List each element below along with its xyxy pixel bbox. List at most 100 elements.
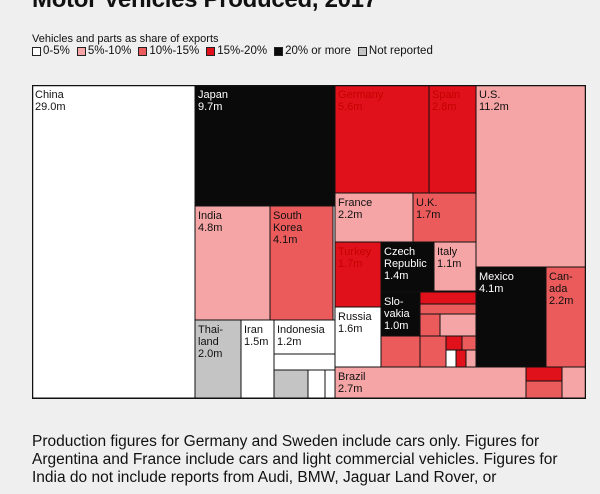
tile-value: 1.7m — [338, 258, 362, 270]
tile-label: Mexico — [479, 271, 514, 283]
tile-rect — [412, 192, 477, 243]
tile-value: 2.2m — [549, 295, 573, 307]
tile-rect — [269, 205, 334, 321]
tile-value: 1.4m — [384, 270, 408, 282]
legend-swatch — [32, 46, 41, 56]
tile-label: India — [198, 210, 223, 222]
tile-rect — [380, 241, 435, 293]
tile-label: vakia — [384, 308, 411, 320]
tile-rect — [475, 84, 587, 268]
tile-rect — [194, 319, 242, 399]
tile-label: land — [198, 336, 219, 348]
tile-value: 4.1m — [273, 234, 297, 246]
tile-label: France — [338, 197, 372, 209]
tile-rect — [31, 84, 196, 399]
tile-label: Iran — [244, 324, 263, 336]
tile-value: 2.0m — [198, 348, 222, 360]
tile-small — [419, 303, 477, 315]
tile-label: Thai- — [198, 324, 223, 336]
tile-small — [307, 369, 326, 399]
tile-value: 2.7m — [338, 383, 362, 395]
tile-value: 29.0m — [35, 101, 66, 113]
tile-rect — [334, 84, 430, 194]
tile-u-k-: U.K.1.7m — [412, 192, 477, 243]
tile-value: 4.1m — [479, 283, 503, 295]
tile-value: 11.2m — [479, 101, 509, 113]
legend-label: Not reported — [368, 45, 433, 57]
tile-value: 1.7m — [416, 209, 440, 221]
tile-small — [461, 335, 477, 351]
legend-swatch — [357, 46, 367, 56]
legend-label: 5%-10% — [87, 45, 132, 57]
tile-label: Turkey — [338, 246, 372, 258]
tile-label: Italy — [437, 246, 458, 258]
tile-rect — [334, 366, 527, 399]
tile-small — [465, 349, 477, 368]
tile-small — [419, 313, 441, 337]
tile-label: Brazil — [338, 371, 366, 383]
tile-label: Russia — [338, 311, 373, 323]
legend-item-15-20: 15%-20% — [206, 45, 267, 57]
tile-rect — [194, 84, 336, 207]
legend-label: 10%-15% — [149, 45, 200, 57]
tile-label: Czech — [384, 246, 415, 258]
legend-swatch — [138, 46, 148, 56]
tile-value: 1.1m — [437, 258, 461, 270]
tile-label: Spain — [432, 89, 460, 101]
tile-value: 2.2m — [338, 209, 362, 221]
tile-small — [419, 291, 477, 305]
legend-label: 0-5% — [43, 45, 70, 57]
tile-small — [380, 335, 421, 368]
tile-rect — [475, 266, 547, 368]
tile-label: South — [273, 210, 302, 222]
tile-small — [273, 369, 309, 399]
legend-swatch — [206, 46, 216, 56]
tile-label: U.K. — [416, 197, 437, 209]
tile-value: 1.2m — [277, 336, 301, 348]
tile-label: Germany — [338, 89, 384, 101]
legend-item-10-15: 10%-15% — [138, 45, 199, 57]
tile-value: 1.0m — [384, 320, 408, 332]
tile-label: Slo- — [384, 296, 404, 308]
tile-small — [525, 366, 563, 382]
tile-small — [445, 349, 457, 368]
tile-label: China — [35, 89, 65, 101]
treemap-border — [31, 84, 587, 400]
tile-rect — [380, 291, 421, 337]
tile-small — [419, 335, 447, 368]
legend-swatch — [274, 46, 284, 56]
legend-label: 15%-20% — [217, 45, 268, 57]
tile-rect — [240, 319, 275, 399]
legend-item-not-reported: Not reported — [357, 45, 433, 57]
tile-value: 9.7m — [198, 101, 222, 113]
legend-label: 20% or more — [285, 45, 351, 57]
tile-small — [525, 380, 563, 399]
tile-small — [324, 369, 336, 399]
tile-small — [455, 349, 467, 368]
tile-label: Can- — [549, 271, 573, 283]
legend-swatch — [76, 46, 86, 56]
legend-item-0-5: 0-5% — [32, 45, 70, 57]
tile-small — [561, 366, 587, 399]
tile-small — [273, 353, 336, 371]
tile-label: Indonesia — [277, 324, 326, 336]
tile-label: ada — [549, 283, 568, 295]
legend-item-5-10: 5%-10% — [76, 45, 132, 57]
legend-title: Vehicles and parts as share of exports — [32, 33, 219, 45]
